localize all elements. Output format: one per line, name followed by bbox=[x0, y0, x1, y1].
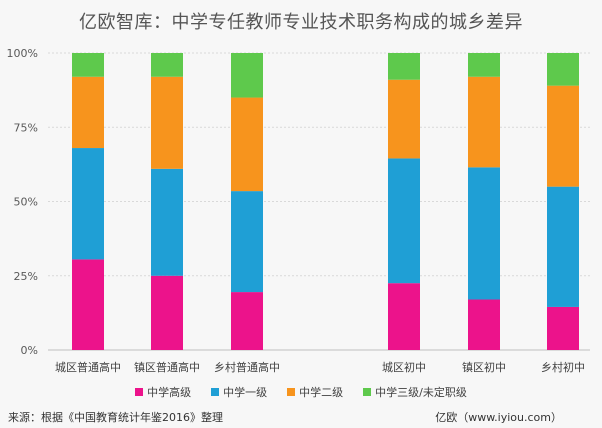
bar-segment bbox=[231, 97, 263, 192]
bar-segment bbox=[388, 283, 420, 350]
legend-label: 中学三级/未定职级 bbox=[375, 386, 467, 399]
y-tick-label: 0% bbox=[21, 344, 38, 357]
x-tick-label: 镇区普通高中 bbox=[134, 360, 200, 374]
bar-segment bbox=[231, 191, 263, 293]
bar-segment bbox=[388, 158, 420, 284]
legend-item: 中学二级 bbox=[287, 384, 343, 400]
legend-swatch bbox=[211, 388, 220, 396]
bar-segment bbox=[72, 53, 104, 77]
bar-segment bbox=[72, 148, 104, 260]
y-tick-label: 75% bbox=[14, 121, 38, 134]
legend-label: 中学一级 bbox=[223, 386, 268, 399]
bar-segment bbox=[547, 53, 579, 86]
bar-segment bbox=[231, 292, 263, 350]
grid-lines bbox=[48, 52, 590, 351]
bar-segment bbox=[72, 259, 104, 350]
legend-label: 中学高级 bbox=[147, 386, 192, 399]
legend-swatch bbox=[363, 388, 372, 396]
chart-title: 亿欧智库：中学专任教师专业技术职务构成的城乡差异 bbox=[79, 12, 523, 33]
brand-credit: 亿欧（www.iyiou.com） bbox=[435, 411, 562, 424]
bar-segment bbox=[468, 299, 500, 350]
bar-segment bbox=[468, 167, 500, 300]
bar-segment bbox=[151, 168, 183, 276]
y-tick-label: 100% bbox=[7, 47, 38, 60]
bar-segment bbox=[388, 53, 420, 80]
bar-segment bbox=[151, 76, 183, 169]
bar-segment bbox=[151, 53, 183, 77]
legend: 中学高级 中学一级 中学二级 中学三级/未定职级 bbox=[0, 384, 602, 400]
x-tick-label: 城区普通高中 bbox=[55, 360, 121, 374]
x-tick-label: 城区初中 bbox=[382, 360, 426, 374]
y-axis-labels: 0% 25% 50% 75% 100% bbox=[7, 47, 38, 357]
legend-item: 中学高级 bbox=[135, 384, 191, 400]
bar-segment bbox=[547, 186, 579, 307]
bar-segment bbox=[231, 53, 263, 98]
legend-label: 中学二级 bbox=[299, 386, 344, 399]
x-axis-labels: 城区普通高中 镇区普通高中 乡村普通高中 城区初中 镇区初中 乡村初中 bbox=[55, 360, 585, 374]
bar-segment bbox=[468, 53, 500, 77]
legend-item: 中学一级 bbox=[211, 384, 267, 400]
source-note: 来源：根据《中国教育统计年鉴2016》整理 bbox=[8, 411, 223, 424]
legend-swatch bbox=[287, 388, 296, 396]
bar-segment bbox=[151, 275, 183, 350]
y-tick-label: 50% bbox=[14, 196, 38, 209]
bar-segment bbox=[468, 76, 500, 168]
bar-segment bbox=[547, 85, 579, 187]
bars bbox=[72, 53, 579, 350]
x-tick-label: 乡村初中 bbox=[541, 360, 585, 374]
legend-swatch bbox=[135, 388, 144, 396]
bar-segment bbox=[72, 76, 104, 149]
x-tick-label: 镇区初中 bbox=[462, 360, 506, 374]
x-tick-label: 乡村普通高中 bbox=[214, 360, 280, 374]
y-tick-label: 25% bbox=[14, 270, 38, 283]
legend-item: 中学三级/未定职级 bbox=[363, 384, 467, 400]
bar-segment bbox=[388, 79, 420, 159]
bar-segment bbox=[547, 306, 579, 350]
